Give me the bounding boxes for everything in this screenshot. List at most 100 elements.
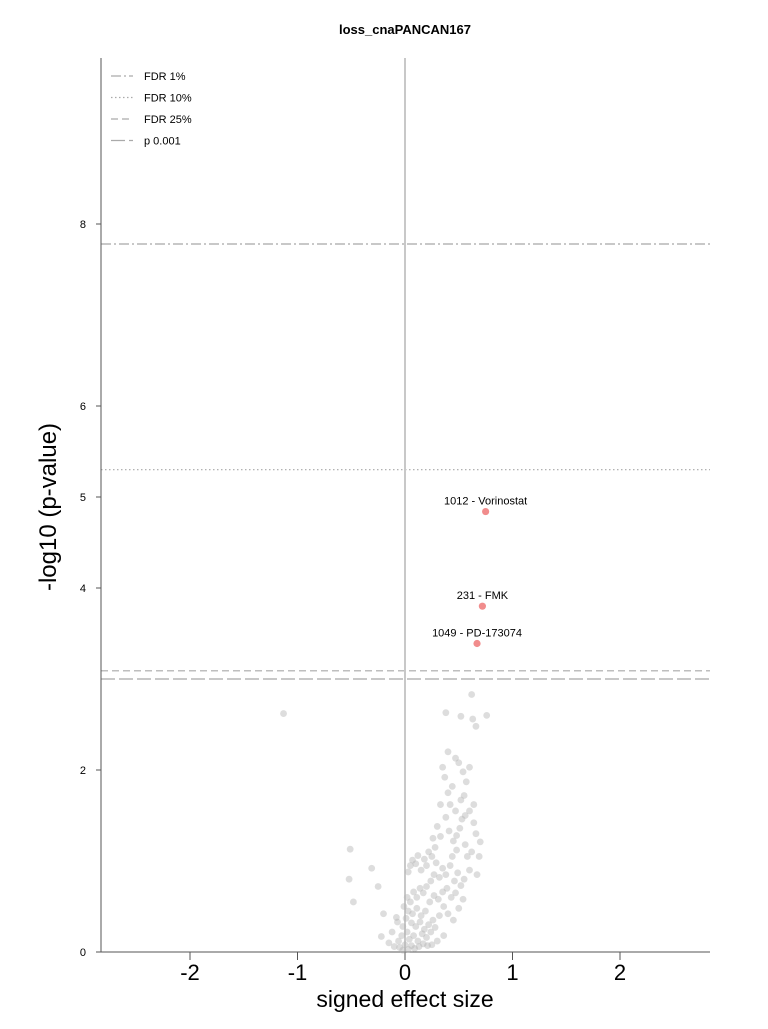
data-point [419,889,427,897]
data-point [431,924,439,931]
data-point [440,932,448,940]
data-point [401,941,409,949]
legend-label: FDR 10% [144,93,192,105]
data-point [423,862,430,869]
data-point [416,918,424,926]
data-point [423,883,430,890]
data-point [452,754,459,762]
data-point [449,916,457,924]
data-point [439,864,447,872]
y-tick-label: 0 [80,947,86,959]
data-points [280,691,491,954]
data-point [433,823,441,830]
data-point [418,930,426,938]
data-point [406,862,414,869]
data-point [410,888,417,896]
data-point [280,710,287,717]
data-point [346,845,354,853]
point-label: 231 - FMK [457,590,509,602]
highlighted-point [473,639,481,648]
data-point [469,715,477,723]
data-point [437,833,444,840]
data-point [430,892,438,899]
data-point [393,914,400,921]
data-point [445,827,453,835]
data-point [429,834,437,842]
data-point [345,875,353,883]
y-tick-label: 2 [80,765,86,777]
data-point [468,691,476,698]
y-tick-label: 5 [80,492,86,504]
data-point [350,898,357,906]
data-point [442,813,450,821]
highlighted-point [482,507,490,516]
data-point [411,944,419,952]
data-point [429,916,437,924]
data-point [431,843,439,851]
data-point [448,853,456,860]
data-point [472,722,480,730]
data-point [437,801,444,808]
data-point [441,773,449,781]
data-point [402,914,410,922]
data-point [463,853,471,860]
data-point [413,904,421,912]
data-point [446,801,454,808]
data-point [377,933,385,940]
data-point [425,921,433,929]
x-axis-label: signed effect size [316,986,493,1012]
data-point [468,848,476,856]
data-point [447,894,455,901]
data-point [406,898,414,906]
y-axis-label: -log10 (p-value) [35,423,62,591]
data-point [454,869,462,877]
data-point [399,946,407,954]
data-point [444,748,452,756]
data-point [442,709,450,717]
data-point [460,792,468,799]
y-tick-label: 6 [80,401,86,413]
data-point [394,918,401,926]
data-point [427,928,435,936]
data-point [442,871,450,879]
data-point [434,895,442,903]
data-point [457,882,465,889]
data-point [462,778,470,786]
point-label: 1012 - Vorinostat [444,496,527,508]
data-point [446,862,454,869]
data-point [419,940,427,948]
data-point [457,796,465,804]
data-point [380,910,387,918]
data-point [427,877,435,885]
data-point [405,935,413,943]
data-point [458,815,466,823]
data-point [466,866,473,874]
data-point [398,932,406,940]
x-tick-label: -2 [180,960,200,985]
data-point [409,910,416,918]
data-point [444,789,452,797]
data-point [449,837,457,845]
data-point [432,859,440,867]
data-point [390,943,398,950]
data-point [475,853,483,860]
data-point [439,888,447,896]
data-point [420,855,428,863]
data-point [466,763,473,771]
data-point [473,871,481,879]
y-tick-label: 8 [80,219,86,231]
data-point [408,942,415,950]
data-point [374,883,382,890]
data-point [425,848,433,856]
x-tick-label: 0 [399,960,411,985]
axes: 0 2 4 5 6 8 -2 -1 0 1 2 [80,58,710,985]
data-point [436,912,443,919]
data-point [385,939,393,947]
data-point [428,941,436,949]
data-point [414,937,422,945]
data-point [412,860,420,868]
data-point [403,928,411,936]
x-tick-label: 2 [614,960,626,985]
data-point [436,873,443,881]
